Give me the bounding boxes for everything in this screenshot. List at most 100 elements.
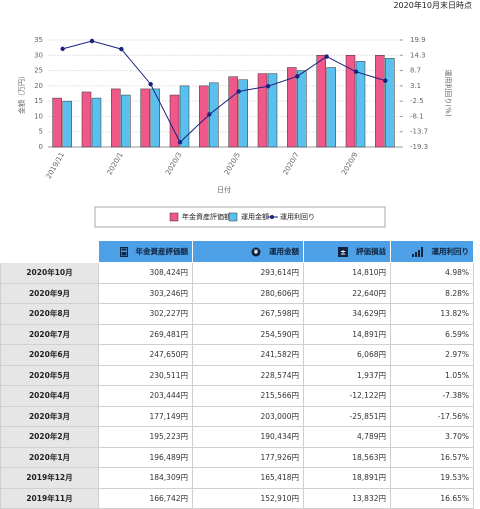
line-marker bbox=[89, 38, 95, 44]
icon-coin: ¥ bbox=[251, 247, 261, 257]
table-cell: 267,598円 bbox=[192, 303, 304, 325]
line-marker bbox=[324, 54, 329, 59]
bar bbox=[111, 88, 121, 148]
legend-box bbox=[94, 206, 386, 228]
bar bbox=[257, 73, 268, 148]
table-cell: -17.56% bbox=[390, 405, 474, 427]
col-header: ± 評価損益 bbox=[303, 240, 391, 263]
table-cell: 203,444円 bbox=[98, 385, 193, 407]
legend-swatch bbox=[270, 215, 274, 219]
y-tick-label: 0 bbox=[39, 143, 43, 151]
table-row: 2020年8月 302,227円 267,598円 34,629円 13.82% bbox=[0, 303, 474, 325]
y2-tick-label: -19.3 bbox=[410, 143, 428, 151]
legend-swatch bbox=[169, 212, 179, 222]
x-axis-title: 日付 bbox=[217, 185, 231, 194]
x-tick-label: 2019/11 bbox=[45, 151, 66, 180]
table-cell: 3.70% bbox=[390, 426, 474, 448]
table-cell: 184,309円 bbox=[98, 467, 193, 489]
bar bbox=[316, 55, 326, 148]
table-cell: 34,629円 bbox=[303, 303, 391, 325]
table-cell: 6.59% bbox=[390, 323, 474, 345]
table-row: 2020年10月 308,424円 293,614円 14,810円 4.98% bbox=[0, 262, 474, 284]
y-axis-title: 金額（万円） bbox=[17, 72, 26, 114]
table-cell: 18,563円 bbox=[303, 446, 391, 468]
col-header-text: 年金資産評価額 bbox=[135, 247, 189, 256]
y2-tick-label: 19.9 bbox=[410, 36, 426, 44]
table-cell: -12,122円 bbox=[303, 385, 391, 407]
legend-label: 運用金額 bbox=[241, 212, 269, 221]
x-tick-label: 2020/9 bbox=[340, 151, 359, 176]
table-cell: -7.38% bbox=[390, 385, 474, 407]
table-cell: 230,511円 bbox=[98, 364, 193, 386]
line-marker bbox=[383, 78, 388, 83]
table-cell: 1.05% bbox=[390, 364, 474, 386]
bar bbox=[355, 61, 366, 148]
table-cell: 6,068円 bbox=[303, 344, 391, 366]
col-header-text: 評価損益 bbox=[356, 247, 386, 256]
row-header: 2020年9月 bbox=[0, 282, 99, 304]
bar bbox=[121, 94, 131, 148]
table-cell: 254,590円 bbox=[192, 323, 304, 345]
table-cell: 308,424円 bbox=[98, 262, 193, 284]
table-row: 2019年12月 184,309円 165,418円 18,891円 19.53% bbox=[0, 467, 474, 489]
svg-text:±: ± bbox=[340, 249, 346, 257]
col-header: ¥ 運用金額 bbox=[192, 240, 304, 263]
bar bbox=[375, 55, 385, 148]
y2-tick-label: 3.1 bbox=[410, 82, 421, 90]
y2-axis-title: 運用利回り(%) bbox=[444, 69, 453, 116]
x-tick-label: 2020/3 bbox=[164, 151, 183, 176]
table-row: 2020年7月 269,481円 254,590円 14,891円 6.59% bbox=[0, 323, 474, 345]
table-cell: 241,582円 bbox=[192, 344, 304, 366]
legend-swatch bbox=[228, 212, 238, 222]
table-cell: 13,832円 bbox=[303, 487, 391, 509]
table-row: 2020年3月 177,149円 203,000円 -25,851円 -17.56% bbox=[0, 405, 474, 427]
table-row: 2020年5月 230,511円 228,574円 1,937円 1.05% bbox=[0, 364, 474, 386]
table-cell: 4.98% bbox=[390, 262, 474, 284]
y2-tick-label: -13.7 bbox=[410, 128, 428, 136]
table-row: 2020年9月 303,246円 280,606円 22,640円 8.28% bbox=[0, 282, 474, 304]
bar bbox=[169, 94, 180, 148]
table-cell: 228,574円 bbox=[192, 364, 304, 386]
row-header: 2020年10月 bbox=[0, 262, 99, 284]
table-cell: 247,650円 bbox=[98, 344, 193, 366]
y-tick-label: 30 bbox=[34, 51, 43, 59]
table-cell: 177,149円 bbox=[98, 405, 193, 427]
table-cell: 190,434円 bbox=[192, 426, 304, 448]
table-cell: 215,566円 bbox=[192, 385, 304, 407]
line-marker bbox=[177, 140, 183, 145]
bar bbox=[326, 67, 336, 148]
table-cell: 196,489円 bbox=[98, 446, 193, 468]
table-cell: 280,606円 bbox=[192, 282, 304, 304]
table-cell: 165,418円 bbox=[192, 467, 304, 489]
bar bbox=[52, 97, 62, 148]
col-header-text: 運用利回り bbox=[431, 247, 470, 256]
table-cell: 152,910円 bbox=[192, 487, 304, 509]
row-header: 2020年5月 bbox=[0, 364, 99, 386]
row-header: 2020年8月 bbox=[0, 303, 99, 325]
table-cell: 2.97% bbox=[390, 344, 474, 366]
svg-text:¥: ¥ bbox=[254, 249, 259, 256]
y-tick-label: 25 bbox=[34, 67, 43, 75]
col-header: 年金資産評価額 bbox=[98, 240, 193, 263]
bar bbox=[81, 91, 92, 148]
table-cell: 14,810円 bbox=[303, 262, 391, 284]
table-row: 2020年6月 247,650円 241,582円 6,068円 2.97% bbox=[0, 344, 474, 366]
row-header: 2020年2月 bbox=[0, 426, 99, 448]
table-cell: -25,851円 bbox=[303, 405, 391, 427]
table-cell: 16.65% bbox=[390, 487, 474, 509]
bar bbox=[62, 100, 72, 148]
bar bbox=[238, 79, 248, 148]
x-tick-label: 2020/5 bbox=[223, 151, 242, 176]
corner bbox=[0, 240, 99, 263]
line-marker bbox=[148, 82, 153, 87]
table-cell: 8.28% bbox=[390, 282, 474, 304]
line bbox=[62, 40, 386, 144]
legend-label: 年金資産評価額 bbox=[182, 212, 231, 221]
table-cell: 203,000円 bbox=[192, 405, 304, 427]
y-tick-label: 5 bbox=[39, 128, 43, 136]
line-marker bbox=[353, 69, 359, 74]
table-cell: 16.57% bbox=[390, 446, 474, 468]
bar bbox=[345, 55, 356, 148]
bar bbox=[179, 85, 190, 148]
